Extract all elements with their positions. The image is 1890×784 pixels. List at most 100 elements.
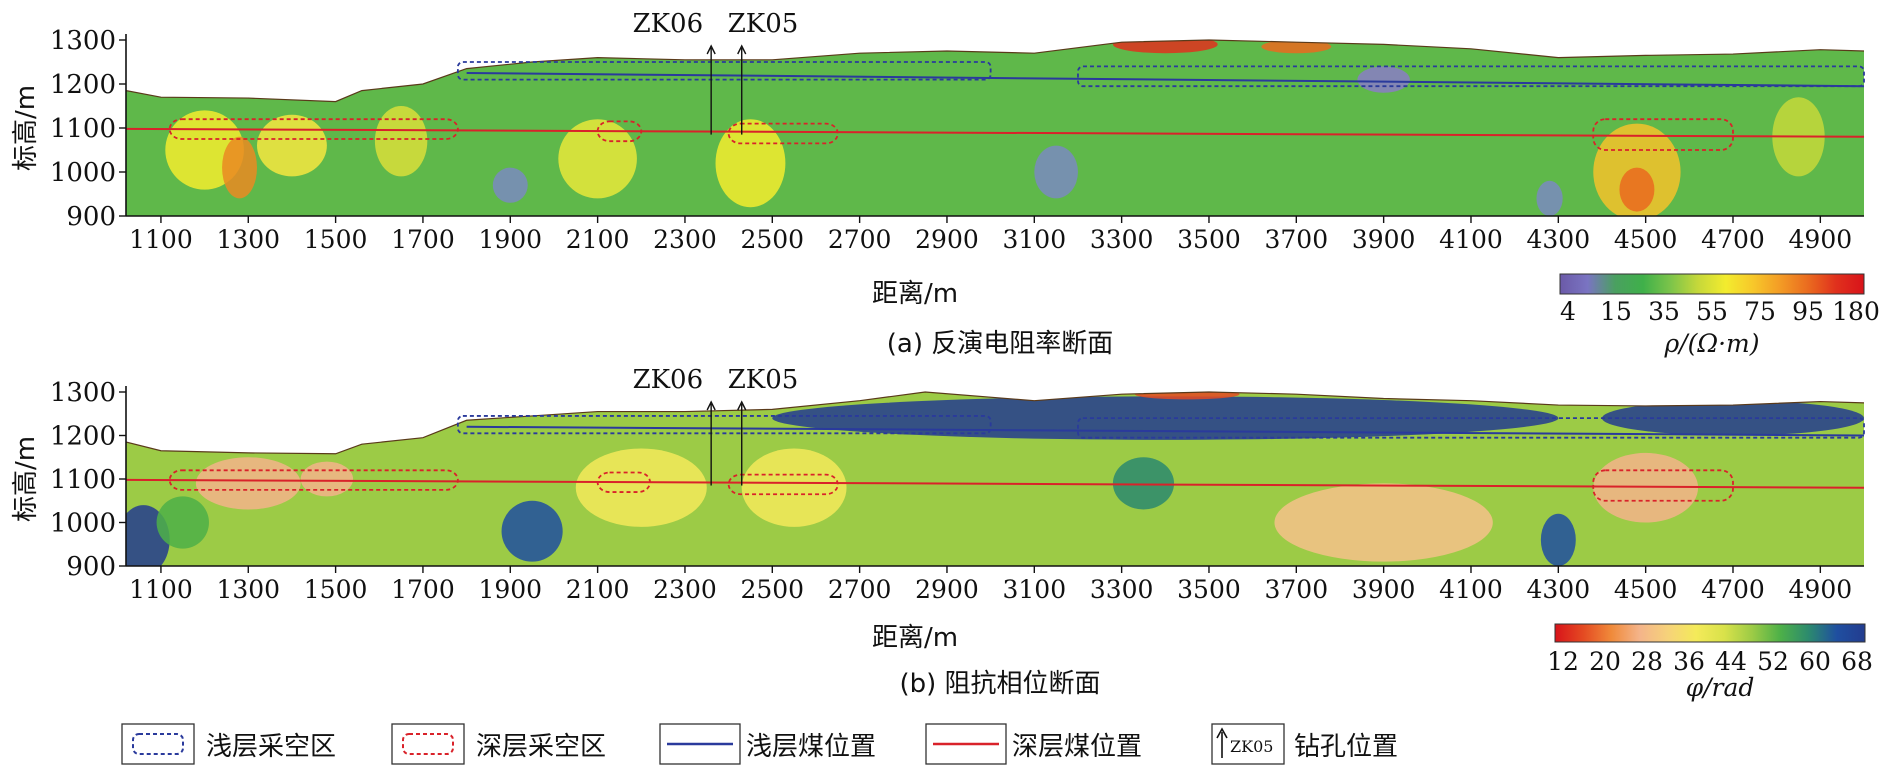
x-tick-label: 1300: [216, 225, 280, 254]
x-tick-label: 4500: [1614, 575, 1678, 604]
borehole-label: ZK05: [728, 365, 799, 395]
x-tick-label: 2300: [653, 225, 717, 254]
contour-zone: [195, 457, 301, 510]
legend-shallow-goaf-label: 浅层采空区: [206, 732, 336, 762]
x-tick-label: 2700: [828, 225, 892, 254]
contour-zone: [741, 448, 847, 527]
colorbar-tick-label: 68: [1841, 647, 1873, 676]
borehole-arrowhead: [737, 400, 747, 411]
x-tick-label: 1900: [478, 225, 542, 254]
y-tick-label: 1300: [50, 26, 116, 56]
contour-zone: [1261, 40, 1332, 54]
x-tick-label: 1900: [478, 575, 542, 604]
x-tick-label: 4900: [1789, 225, 1853, 254]
contour-zone: [575, 448, 707, 527]
resistivity-panel: ZK06 ZK05 900 1000 1100 1200 1300 1100 1300 1500 1…: [11, 9, 1880, 359]
contour-zone: [1540, 513, 1576, 566]
contour-zone: [1274, 483, 1493, 562]
x-tick-label: 1500: [304, 225, 368, 254]
x-tick-label: 3700: [1264, 225, 1328, 254]
x-tick-label: 1700: [391, 575, 455, 604]
shallow-goaf-outline: [456, 415, 992, 435]
y-axis-label: 标高/m: [11, 436, 41, 522]
deep-goaf-outline: [727, 122, 839, 145]
legend-deep-goaf-swatch: [402, 733, 454, 755]
x-tick-label: 3900: [1352, 575, 1416, 604]
colorbar-tick-label: 95: [1792, 297, 1824, 326]
x-tick-label: 3100: [1002, 575, 1066, 604]
contour-zone: [1112, 457, 1175, 510]
x-tick-label: 1700: [391, 225, 455, 254]
contour-zone: [558, 119, 637, 199]
legend-borehole-label: 钻孔位置: [1294, 732, 1398, 762]
deep-coal-line: [125, 127, 1865, 138]
surface-line: [125, 391, 1865, 455]
y-tick-label: 1100: [50, 465, 116, 495]
y-tick-label: 1000: [50, 509, 116, 539]
x-tick-label: 3900: [1352, 225, 1416, 254]
colorbar-label: φ/rad: [1686, 673, 1755, 702]
shallow-goaf-outline: [1077, 417, 1865, 439]
y-tick-label: 900: [66, 552, 116, 582]
legend-shallow-goaf-swatch: [132, 733, 184, 755]
shallow-coal-line: [466, 425, 1865, 437]
borehole-arrowhead: [706, 400, 716, 411]
x-axis-label: 距离/m: [872, 623, 958, 653]
borehole-arrowhead: [706, 44, 716, 55]
contour-zone: [1112, 40, 1218, 54]
contour-zone: [374, 106, 428, 177]
section-fill: [126, 40, 1864, 216]
phase-panel: ZK06 ZK05 900 1000 1100 1200 1300 1100 1300 1500 1…: [11, 365, 1873, 702]
x-tick-label: 4300: [1527, 225, 1591, 254]
x-tick-label: 3300: [1090, 225, 1154, 254]
x-tick-label: 2500: [740, 225, 804, 254]
colorbar-tick-label: 15: [1600, 297, 1632, 326]
x-tick-label: 4100: [1439, 225, 1503, 254]
legend-borehole-box: [1211, 723, 1285, 765]
colorbar-tick-label: 60: [1799, 647, 1831, 676]
borehole-label: ZK06: [633, 365, 704, 395]
x-tick-label: 4300: [1527, 575, 1591, 604]
colorbar-tick-label: 4: [1560, 297, 1576, 326]
contour-zone: [501, 500, 563, 562]
x-tick-label: 1500: [304, 575, 368, 604]
colorbar-tick-label: 36: [1673, 647, 1705, 676]
deep-goaf-outline: [727, 473, 839, 496]
x-tick-label: 2300: [653, 575, 717, 604]
shallow-coal-line: [466, 72, 1865, 88]
panel-title: (b) 阻抗相位断面: [899, 669, 1100, 699]
x-tick-label: 1300: [216, 575, 280, 604]
x-tick-label: 2900: [915, 225, 979, 254]
colorbar-tick-label: 35: [1648, 297, 1680, 326]
x-tick-label: 1100: [129, 225, 193, 254]
contour-zone: [492, 167, 528, 203]
contour-zone: [1536, 180, 1563, 216]
x-tick-label: 4100: [1439, 575, 1503, 604]
contour-zone: [1134, 392, 1240, 400]
colorbar-tick-label: 44: [1715, 647, 1747, 676]
x-axis-label: 距离/m: [872, 279, 958, 309]
legend-borehole-arrowhead: [1216, 727, 1228, 739]
x-tick-label: 2100: [566, 225, 630, 254]
x-tick-label: 4700: [1701, 575, 1765, 604]
panel-title: (a) 反演电阻率断面: [887, 329, 1114, 359]
surface-line: [125, 39, 1865, 103]
colorbar-tick-label: 180: [1832, 297, 1880, 326]
x-tick-label: 2100: [566, 575, 630, 604]
x-tick-label: 1100: [129, 575, 193, 604]
colorbar-tick-label: 55: [1696, 297, 1728, 326]
x-tick-label: 3100: [1002, 225, 1066, 254]
contour-zone: [1619, 167, 1655, 212]
x-tick-label: 4900: [1789, 575, 1853, 604]
legend-deep-goaf-label: 深层采空区: [476, 732, 606, 762]
colorbar-tick-label: 75: [1744, 297, 1776, 326]
colorbar-tick-label: 52: [1757, 647, 1789, 676]
x-tick-label: 3500: [1177, 575, 1241, 604]
x-tick-label: 3700: [1264, 575, 1328, 604]
legend-borehole-sample: ZK05: [1230, 737, 1273, 756]
y-tick-label: 900: [66, 202, 116, 232]
colorbar: [1554, 623, 1866, 643]
contour-zone: [1357, 66, 1410, 93]
shallow-goaf-outline: [1077, 65, 1865, 88]
